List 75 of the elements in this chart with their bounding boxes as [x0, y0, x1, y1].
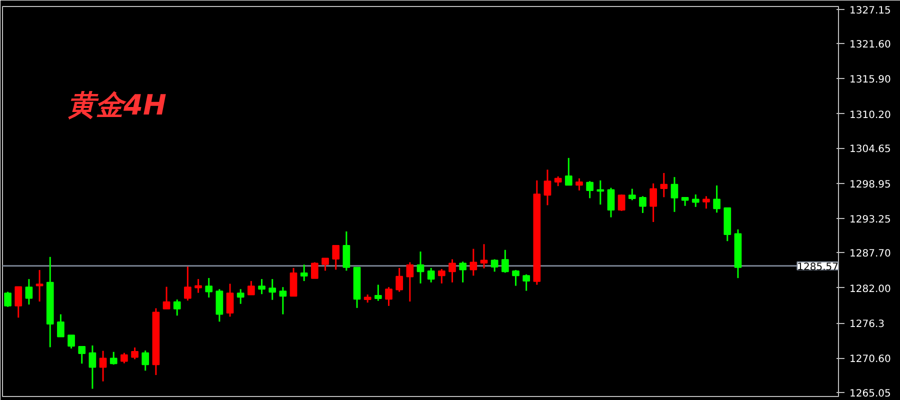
candlestick [290, 267, 298, 297]
candlestick [248, 280, 255, 296]
candlestick [332, 244, 340, 270]
candlestick [131, 346, 138, 360]
y-tick-label: 1321.60 [850, 40, 891, 51]
y-tick-label: 1304.65 [850, 144, 891, 156]
candlestick [184, 266, 192, 302]
candlestick [78, 346, 86, 364]
candlestick [322, 258, 329, 272]
candlestick [522, 274, 530, 292]
candlestick [226, 283, 234, 318]
candlestick [586, 180, 594, 199]
candlestick [300, 264, 308, 282]
candlestick [512, 269, 520, 287]
candlestick [692, 194, 700, 208]
candlestick [576, 178, 583, 192]
candlestick [279, 286, 287, 316]
candlestick [110, 351, 118, 366]
candlestick [99, 350, 107, 382]
candlestick [596, 180, 604, 206]
candlestick [554, 176, 562, 187]
candlestick [396, 267, 404, 293]
candlestick [470, 248, 478, 276]
candlestick [25, 278, 33, 306]
candlestick [459, 260, 467, 284]
y-tick-label: 1327.15 [850, 5, 891, 16]
y-tick-label: 1265.05 [850, 388, 891, 400]
candlestick [618, 194, 626, 212]
candlestick [268, 278, 276, 301]
candlestick [4, 291, 12, 308]
candlestick [173, 298, 181, 316]
y-tick-label: 1287.70 [850, 248, 891, 260]
candlestick [544, 168, 552, 206]
candlestick [57, 314, 64, 338]
candlestick [14, 286, 22, 318]
candlestick [205, 277, 213, 298]
candlestick [607, 187, 615, 218]
candlestick [236, 288, 244, 305]
candlestick [88, 344, 96, 390]
candlestick [670, 176, 678, 213]
candlestick [142, 350, 150, 372]
candlestick [374, 284, 382, 302]
candlestick [501, 249, 509, 274]
candlestick [385, 286, 392, 307]
candlestick [406, 262, 414, 302]
candlestick [639, 195, 646, 214]
candlestick [194, 278, 202, 294]
candlestick [162, 286, 170, 310]
y-tick-label: 1310.20 [850, 110, 891, 121]
y-tick-label: 1293.25 [850, 214, 891, 226]
candlestick [448, 258, 456, 284]
y-tick-label: 1315.90 [850, 74, 891, 86]
y-tick-label: 1282.00 [850, 284, 891, 295]
candlestick [427, 267, 435, 284]
candlestick [650, 182, 657, 223]
candlestick [258, 278, 266, 295]
text: 黄金4H [68, 88, 166, 122]
candlestick [68, 334, 75, 350]
candlestick [416, 250, 424, 284]
candlestick [311, 262, 318, 280]
candlestick [564, 157, 572, 186]
y-tick-label: 1276.3 [850, 319, 884, 330]
y-tick-label: 1298.95 [850, 179, 891, 190]
candlestick [628, 188, 636, 201]
candlestick [438, 268, 446, 284]
candlestick [702, 195, 710, 210]
candlestick [660, 172, 668, 198]
y-tick-label: 1270.60 [850, 354, 891, 366]
candlestick [490, 258, 498, 272]
candlestick [480, 243, 488, 270]
candlestick [216, 288, 224, 322]
candlestick [120, 352, 128, 364]
candlestick [713, 184, 720, 214]
candlestick [342, 230, 350, 272]
candlestick [36, 269, 44, 302]
